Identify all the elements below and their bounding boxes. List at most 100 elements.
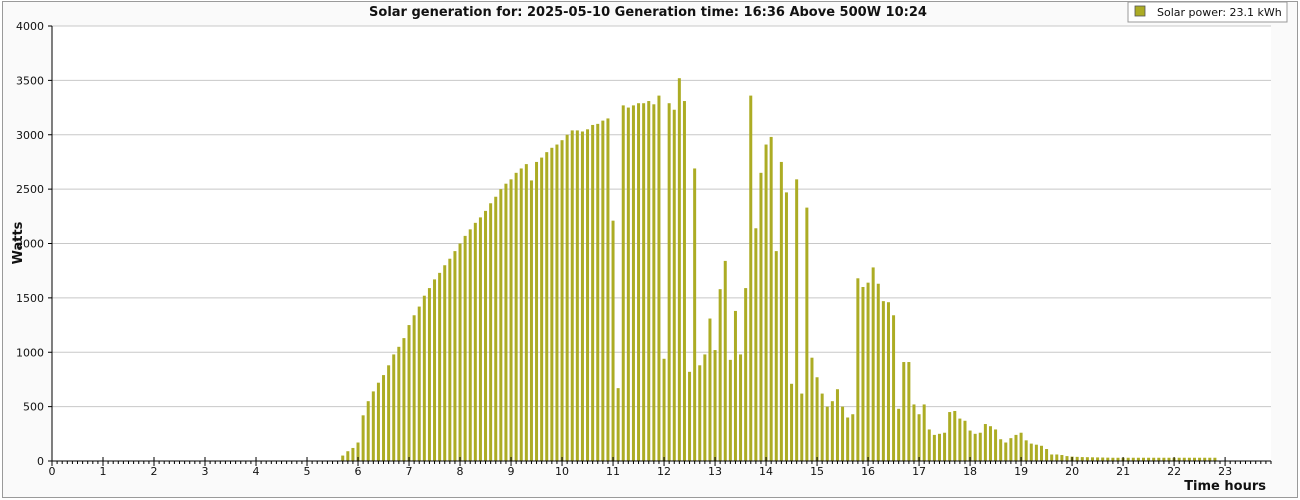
bar bbox=[1126, 457, 1130, 461]
x-tick-label: 17 bbox=[912, 465, 926, 478]
bar bbox=[601, 120, 605, 462]
bar bbox=[861, 287, 865, 461]
bar bbox=[586, 129, 590, 461]
bar bbox=[825, 406, 829, 461]
bar bbox=[575, 130, 579, 461]
bar bbox=[1075, 456, 1079, 461]
bar bbox=[718, 289, 722, 461]
bar bbox=[744, 288, 748, 461]
y-tick-label: 1500 bbox=[16, 292, 44, 305]
bar bbox=[361, 415, 365, 461]
bar bbox=[754, 228, 758, 461]
x-tick-label: 7 bbox=[406, 465, 413, 478]
bar bbox=[876, 283, 880, 461]
x-tick-label: 22 bbox=[1167, 465, 1181, 478]
bar bbox=[647, 101, 651, 461]
bar bbox=[978, 432, 982, 461]
bar bbox=[1208, 457, 1212, 461]
bar bbox=[484, 210, 488, 461]
bar bbox=[708, 318, 712, 461]
bar bbox=[652, 104, 656, 462]
bar bbox=[1213, 457, 1217, 461]
bar bbox=[1050, 454, 1054, 461]
bar bbox=[932, 434, 936, 461]
bar bbox=[800, 393, 804, 461]
bar bbox=[779, 161, 783, 461]
bar bbox=[545, 152, 549, 461]
legend-box bbox=[1127, 1, 1288, 23]
y-tick-label: 3000 bbox=[16, 129, 44, 142]
bar bbox=[774, 251, 778, 461]
bar bbox=[637, 103, 641, 462]
x-tick-label: 14 bbox=[759, 465, 773, 478]
bar bbox=[682, 101, 686, 461]
bar bbox=[1085, 457, 1089, 461]
bar bbox=[1198, 457, 1202, 461]
bar bbox=[458, 243, 462, 461]
bar bbox=[922, 404, 926, 461]
bar bbox=[1162, 457, 1166, 461]
bar bbox=[943, 432, 947, 461]
x-tick-label: 2 bbox=[151, 465, 158, 478]
bar bbox=[642, 103, 646, 462]
bar bbox=[713, 350, 717, 461]
bar bbox=[764, 144, 768, 461]
bar bbox=[550, 147, 554, 462]
bar bbox=[356, 442, 360, 461]
bar bbox=[917, 414, 921, 461]
bar bbox=[631, 105, 635, 461]
y-axis-label: Watts bbox=[11, 221, 26, 264]
bar bbox=[1106, 457, 1110, 461]
y-tick-label: 4000 bbox=[16, 20, 44, 33]
y-tick-label: 3500 bbox=[16, 74, 44, 87]
bar bbox=[606, 118, 610, 461]
bar bbox=[958, 418, 962, 461]
bar bbox=[1034, 444, 1038, 461]
bar bbox=[1131, 457, 1135, 461]
bar bbox=[1065, 456, 1069, 461]
bar bbox=[514, 172, 518, 461]
bar bbox=[897, 408, 901, 461]
bar bbox=[463, 235, 467, 461]
bar bbox=[988, 426, 992, 461]
bar bbox=[902, 362, 906, 461]
bar bbox=[453, 251, 457, 461]
bar bbox=[1019, 432, 1023, 461]
bar bbox=[830, 401, 834, 461]
bar bbox=[1029, 443, 1033, 461]
x-tick-label: 0 bbox=[49, 465, 56, 478]
bar bbox=[509, 179, 513, 461]
bar bbox=[759, 172, 763, 461]
x-tick-label: 5 bbox=[304, 465, 311, 478]
x-tick-label: 18 bbox=[963, 465, 977, 478]
bar bbox=[953, 410, 957, 461]
bar bbox=[723, 260, 727, 461]
legend-entry: Solar power: 23.1 kWh bbox=[1157, 6, 1282, 19]
bar bbox=[580, 131, 584, 462]
x-tick-label: 19 bbox=[1014, 465, 1028, 478]
y-tick-label: 500 bbox=[23, 401, 44, 414]
y-tick-label: 2500 bbox=[16, 183, 44, 196]
y-tick-label: 0 bbox=[37, 455, 44, 468]
bar bbox=[433, 279, 437, 461]
bar bbox=[912, 404, 916, 461]
bar bbox=[1157, 457, 1161, 461]
x-tick-label: 6 bbox=[355, 465, 362, 478]
bar bbox=[846, 417, 850, 461]
bar bbox=[427, 288, 431, 461]
bar bbox=[999, 439, 1003, 461]
bar bbox=[937, 433, 941, 461]
bar bbox=[346, 451, 350, 461]
bar bbox=[672, 109, 676, 462]
bar bbox=[1203, 457, 1207, 461]
bar bbox=[468, 229, 472, 461]
grid-lines bbox=[52, 25, 1271, 408]
bar bbox=[1090, 457, 1094, 461]
bar bbox=[621, 105, 625, 461]
bar bbox=[983, 424, 987, 461]
x-tick-label: 3 bbox=[202, 465, 209, 478]
bar bbox=[371, 391, 375, 461]
bar bbox=[662, 358, 666, 461]
x-tick-label: 1 bbox=[100, 465, 107, 478]
bar bbox=[1055, 454, 1059, 461]
